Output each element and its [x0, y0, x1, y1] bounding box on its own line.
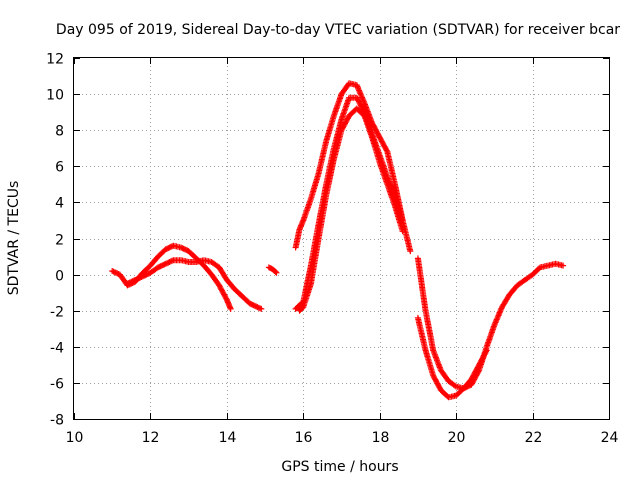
data-point	[272, 268, 279, 275]
y-tick-label: -6	[50, 377, 64, 393]
y-tick-label: -4	[50, 341, 64, 357]
x-tick-label: 22	[525, 430, 543, 446]
y-tick-label: 10	[46, 88, 64, 104]
x-tick-label: 20	[448, 430, 466, 446]
series-6	[296, 105, 406, 314]
data-point	[451, 382, 458, 389]
x-tick-label: 10	[66, 430, 84, 446]
y-tick-label: 4	[55, 196, 64, 212]
x-tick-label: 18	[372, 430, 390, 446]
series-8	[414, 314, 490, 401]
y-axis-label: SDTVAR / TECUs	[6, 181, 22, 296]
data-point	[227, 305, 234, 312]
y-tick-labels: -8 -6 -4 -2 0 2 4 6 8 10 12	[46, 52, 64, 429]
grid	[74, 58, 609, 419]
data-point	[407, 248, 414, 255]
x-tick-label: 12	[142, 430, 160, 446]
data-point	[258, 305, 265, 312]
series-1	[109, 242, 234, 312]
x-axis-label: GPS time / hours	[281, 459, 398, 475]
y-tick-label: 2	[55, 233, 64, 249]
y-tick-label: -2	[50, 305, 64, 321]
y-tick-label: -8	[50, 413, 64, 429]
axis-ticks	[74, 58, 610, 420]
y-tick-label: 8	[55, 124, 64, 140]
data-point	[399, 228, 406, 235]
x-tick-label: 16	[295, 430, 313, 446]
y-tick-label: 0	[55, 269, 64, 285]
data-marks	[109, 80, 567, 401]
data-point	[273, 269, 280, 276]
y-tick-label: 12	[46, 52, 64, 68]
data-point	[483, 347, 490, 354]
series-2	[124, 257, 265, 312]
x-tick-label: 14	[219, 430, 237, 446]
y-tick-label: 6	[55, 160, 64, 176]
plot-frame	[73, 57, 610, 420]
chart-title: Day 095 of 2019, Sidereal Day-to-day VTE…	[56, 22, 620, 38]
series-4	[292, 80, 414, 255]
series-3	[265, 264, 280, 276]
x-tick-label: 24	[601, 430, 619, 446]
data-point	[483, 348, 489, 355]
data-point	[560, 262, 567, 269]
x-tick-labels: 10 12 14 16 18 20 22 24	[66, 430, 619, 446]
